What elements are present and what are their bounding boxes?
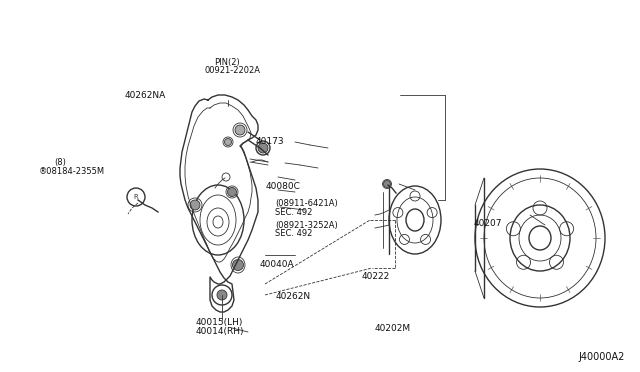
Text: ®08184-2355M: ®08184-2355M: [38, 167, 104, 176]
Circle shape: [235, 125, 245, 135]
Text: 40202M: 40202M: [374, 324, 410, 333]
Text: J40000A2: J40000A2: [579, 352, 625, 362]
Text: 00921-2202A: 00921-2202A: [205, 66, 261, 75]
Circle shape: [258, 143, 268, 153]
Text: PIN(2): PIN(2): [214, 58, 240, 67]
Text: 40015(LH): 40015(LH): [195, 318, 243, 327]
Circle shape: [227, 187, 237, 196]
Circle shape: [190, 200, 200, 210]
Text: 40262N: 40262N: [275, 292, 310, 301]
Text: 40040A: 40040A: [259, 260, 294, 269]
Text: 40014(RH): 40014(RH): [195, 327, 244, 336]
Text: 40080C: 40080C: [266, 182, 300, 190]
Text: 40222: 40222: [362, 272, 390, 280]
Circle shape: [217, 290, 227, 300]
Text: R: R: [134, 194, 138, 200]
Text: SEC. 492: SEC. 492: [275, 208, 312, 217]
Text: SEC. 492: SEC. 492: [275, 229, 312, 238]
Text: (08921-3252A): (08921-3252A): [275, 221, 338, 230]
Text: 40262NA: 40262NA: [125, 91, 166, 100]
Text: (8): (8): [54, 158, 67, 167]
Text: 40207: 40207: [474, 219, 502, 228]
Text: 40173: 40173: [256, 137, 285, 146]
Circle shape: [232, 260, 243, 270]
Circle shape: [225, 138, 232, 145]
Circle shape: [383, 180, 390, 187]
Text: (08911-6421A): (08911-6421A): [275, 199, 338, 208]
